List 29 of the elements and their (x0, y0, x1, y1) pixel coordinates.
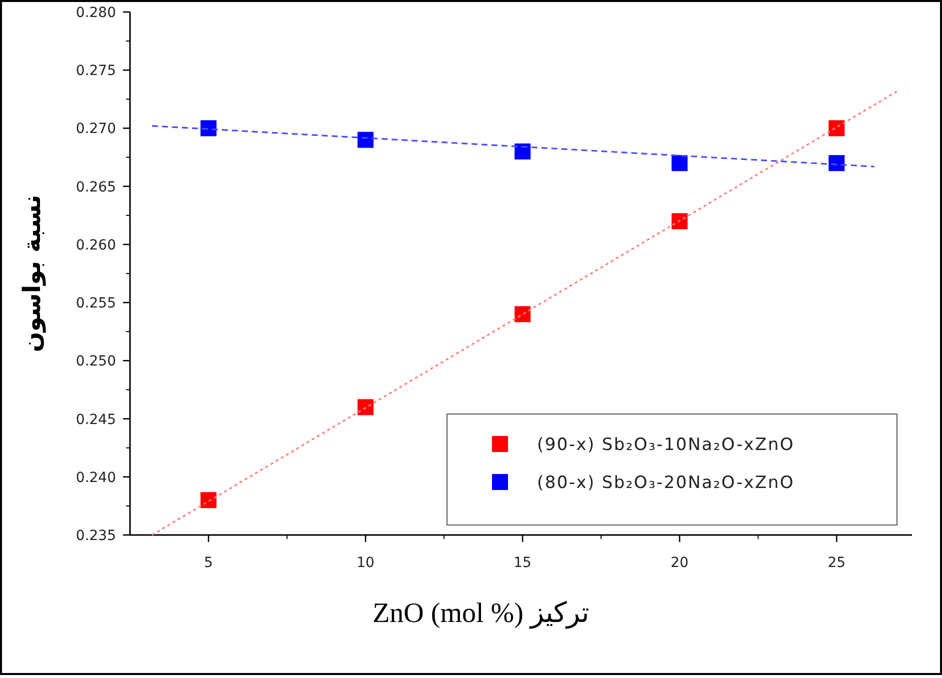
x-tick-label: 15 (514, 555, 532, 571)
point (200, 120, 217, 136)
y-tick-label: 0.255 (76, 296, 116, 312)
point (514, 306, 531, 322)
y-tick-label: 0.250 (76, 354, 116, 370)
point (200, 492, 217, 508)
point (358, 132, 374, 148)
y-tick-label: 0.275 (76, 63, 116, 80)
y-tick-label: 0.265 (76, 179, 116, 196)
x-tick-label: 25 (828, 555, 846, 571)
x-tick-label: 20 (670, 555, 689, 571)
y-tick-label: 0.270 (76, 121, 116, 138)
y-tick-label: 0.260 (76, 237, 116, 254)
x-axis-title: ZnO (mol %) تركيز (372, 598, 590, 629)
y-tick-label: 0.235 (76, 528, 116, 544)
point (514, 143, 531, 160)
y-axis-title: نسبة بواسون (18, 194, 46, 352)
point (358, 399, 374, 416)
point (828, 120, 845, 136)
x-tick-label: 10 (356, 555, 374, 571)
y-tick-label: 0.240 (76, 470, 116, 486)
y-tick-label: 0.280 (76, 5, 116, 21)
y-tick-label: 0.245 (76, 412, 116, 428)
x-tick-label: 5 (204, 555, 213, 571)
legend-label: (80-x) Sb₂O₃-20Na₂O-xZnO (537, 473, 794, 493)
point (672, 155, 688, 172)
point (828, 155, 845, 172)
legend-label: (90-x) Sb₂O₃-10Na₂O-xZnO (537, 435, 794, 455)
point (672, 213, 688, 230)
